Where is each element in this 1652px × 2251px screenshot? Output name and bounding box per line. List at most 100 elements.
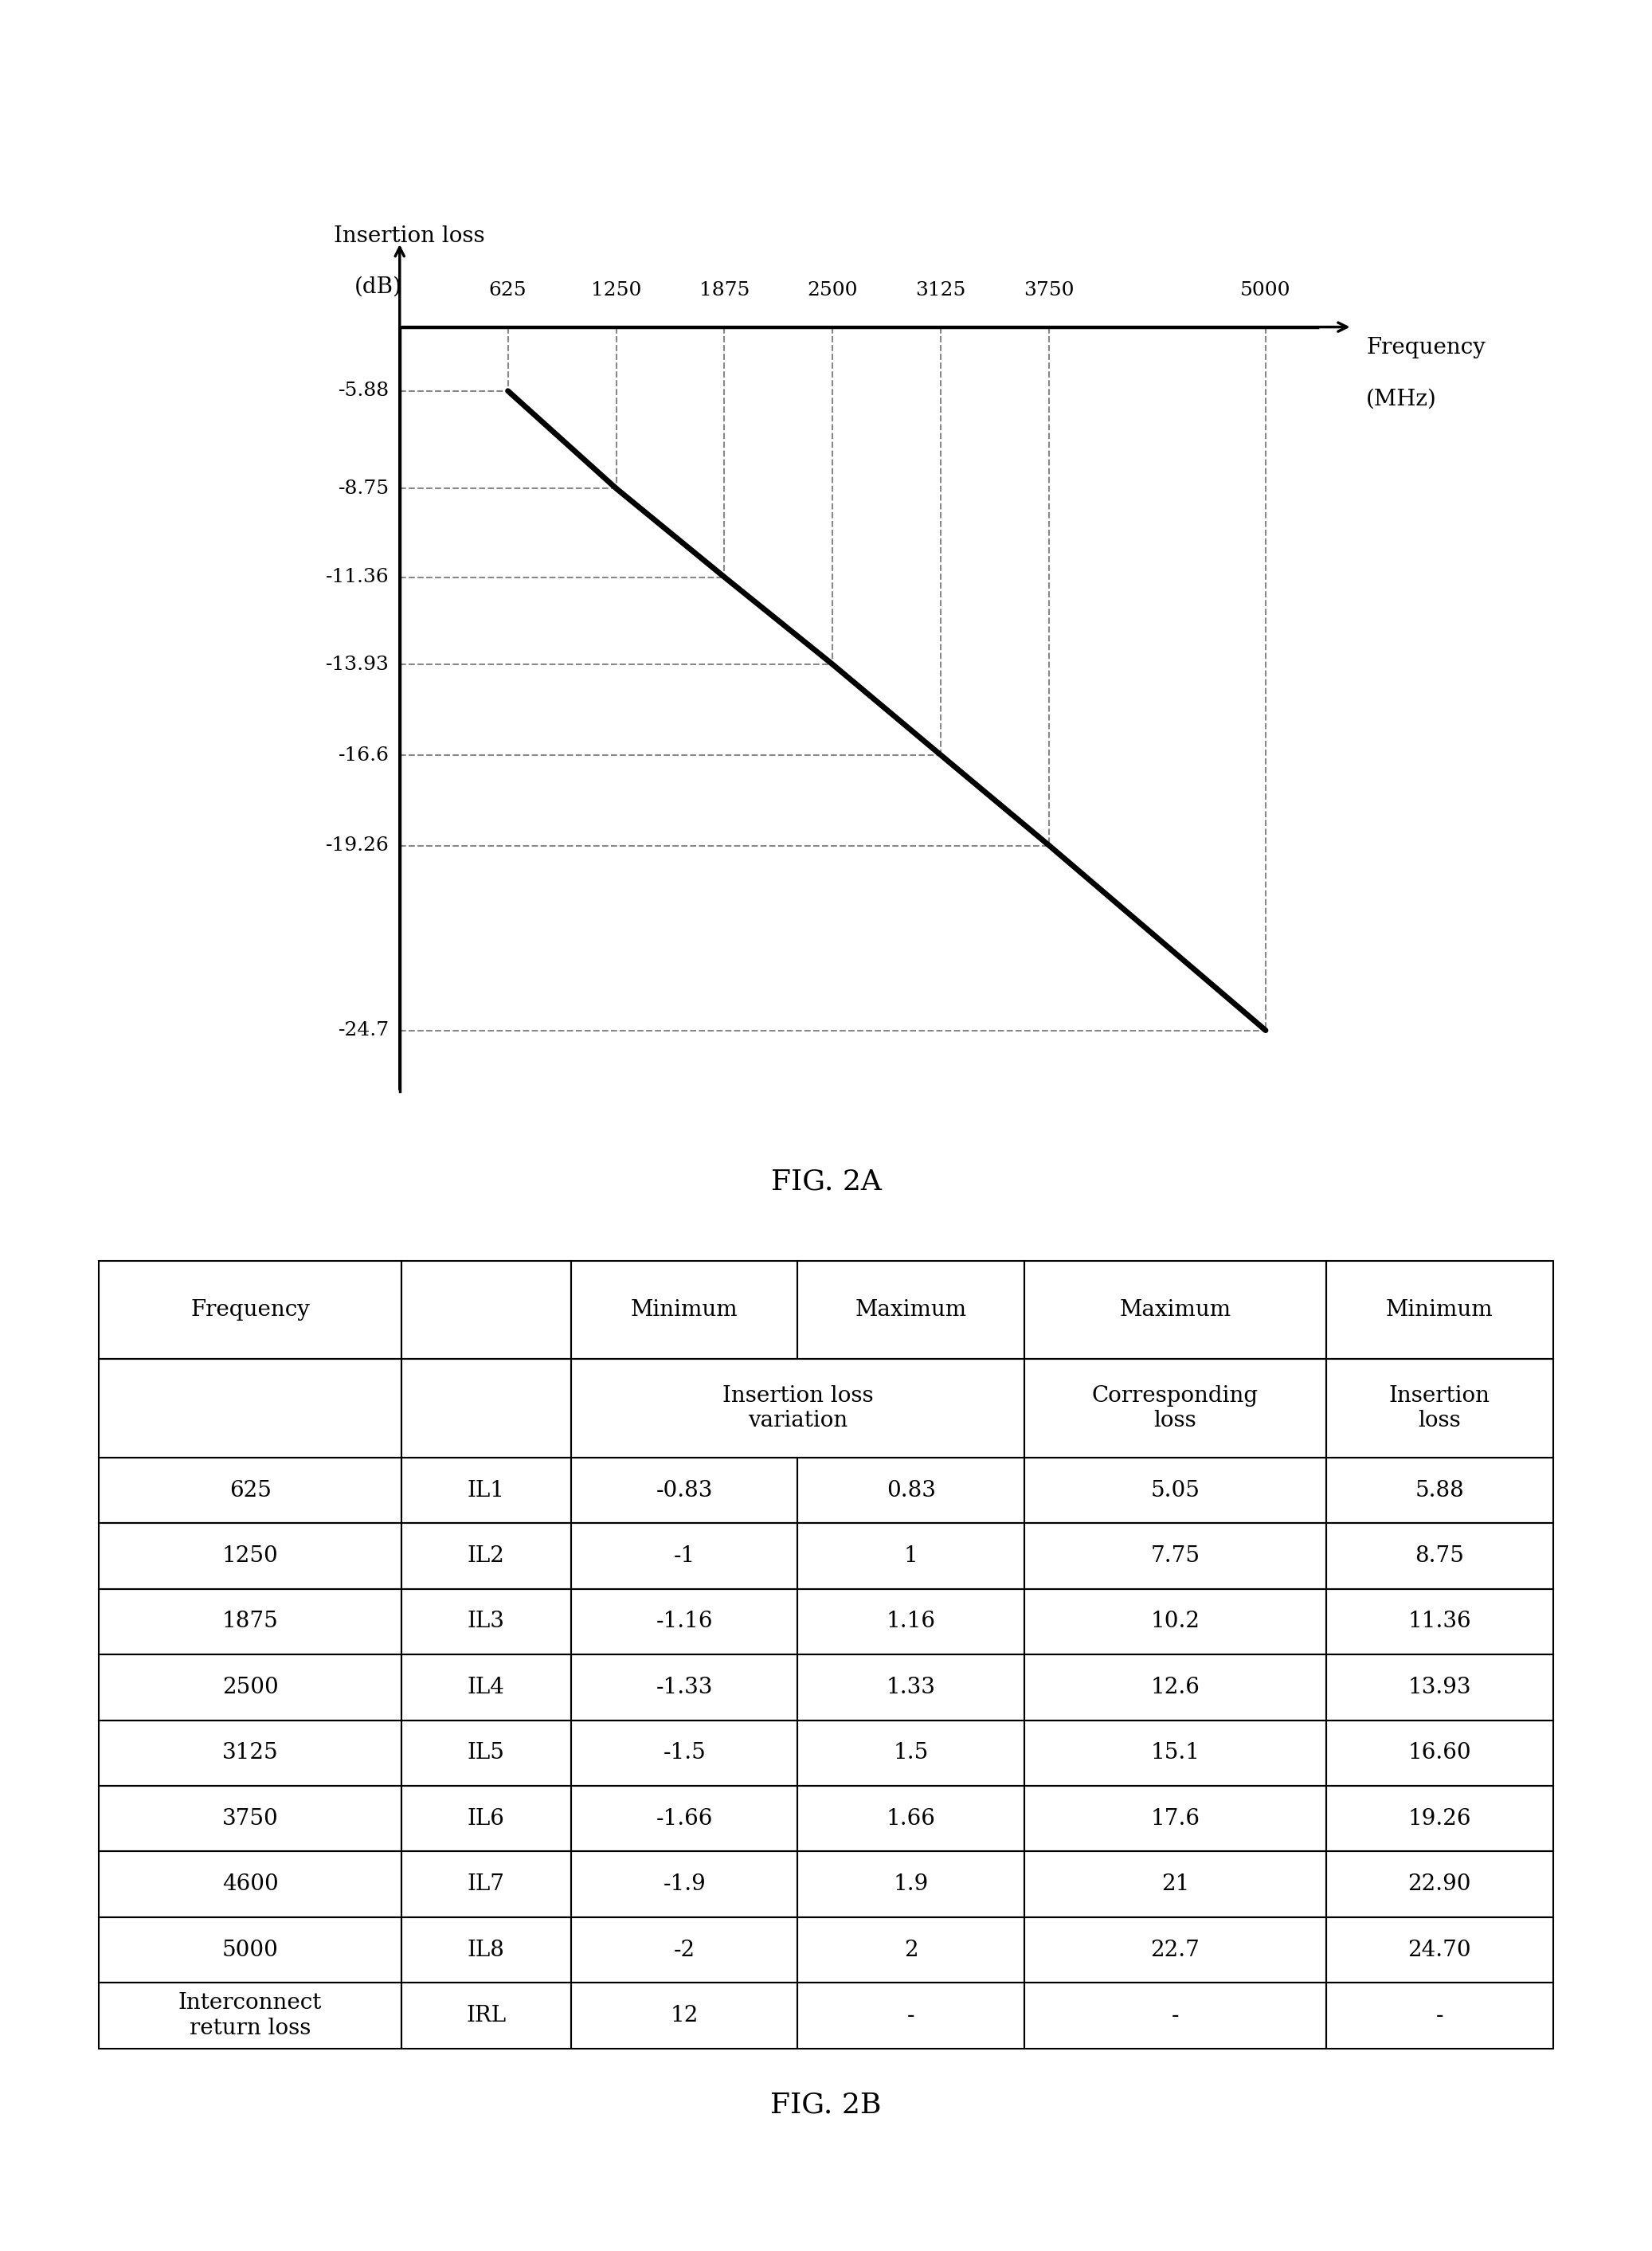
Text: 3125: 3125	[221, 1742, 278, 1765]
Bar	[798, 1261, 1024, 1360]
Bar	[572, 1589, 798, 1654]
Bar	[1327, 1261, 1553, 1360]
Text: -1.16: -1.16	[656, 1612, 714, 1632]
Text: 15.1: 15.1	[1150, 1742, 1199, 1765]
Text: -0.83: -0.83	[656, 1479, 712, 1501]
Bar	[401, 1850, 572, 1918]
Bar	[798, 1983, 1024, 2048]
Text: -1.33: -1.33	[656, 1677, 712, 1697]
Text: -11.36: -11.36	[325, 567, 390, 585]
Bar	[1327, 1360, 1553, 1459]
Bar	[798, 1720, 1024, 1785]
Bar	[99, 1261, 401, 1360]
Text: IL7: IL7	[468, 1873, 506, 1895]
Bar	[99, 1983, 401, 2048]
Bar	[572, 1850, 798, 1918]
Bar	[99, 1850, 401, 1918]
Bar	[401, 1720, 572, 1785]
Text: 625: 625	[489, 281, 527, 299]
Text: Insertion loss: Insertion loss	[334, 225, 486, 248]
Bar	[1327, 1785, 1553, 1850]
Text: 12.6: 12.6	[1151, 1677, 1199, 1697]
Bar	[1327, 1918, 1553, 1983]
Text: 3750: 3750	[221, 1808, 278, 1830]
Text: FIG. 2B: FIG. 2B	[770, 2091, 882, 2118]
Text: 10.2: 10.2	[1150, 1612, 1199, 1632]
Text: -16.6: -16.6	[339, 745, 390, 765]
Bar	[1024, 1589, 1327, 1654]
Bar	[1024, 1785, 1327, 1850]
Text: -2: -2	[674, 1938, 695, 1961]
Text: 5000: 5000	[221, 1938, 279, 1961]
Text: Minimum: Minimum	[1386, 1299, 1493, 1321]
Bar	[798, 1785, 1024, 1850]
Bar	[1327, 1589, 1553, 1654]
Text: 2500: 2500	[808, 281, 857, 299]
Bar	[1024, 1261, 1327, 1360]
Bar	[1024, 1524, 1327, 1589]
Bar	[1327, 1720, 1553, 1785]
Bar	[1024, 1459, 1327, 1524]
Bar	[572, 1459, 798, 1524]
Text: -8.75: -8.75	[339, 479, 390, 497]
Bar	[798, 1918, 1024, 1983]
Bar	[1327, 1459, 1553, 1524]
Text: Maximum: Maximum	[1120, 1299, 1231, 1321]
Text: 13.93: 13.93	[1408, 1677, 1472, 1697]
Text: (dB): (dB)	[355, 277, 403, 297]
Text: 2: 2	[904, 1938, 919, 1961]
Text: IL5: IL5	[468, 1742, 506, 1765]
Text: 1: 1	[904, 1544, 919, 1567]
Text: Maximum: Maximum	[856, 1299, 966, 1321]
Text: 19.26: 19.26	[1408, 1808, 1472, 1830]
Text: 3750: 3750	[1024, 281, 1074, 299]
Text: 11.36: 11.36	[1408, 1612, 1472, 1632]
Bar	[572, 1524, 798, 1589]
Text: 24.70: 24.70	[1408, 1938, 1472, 1961]
Text: 3125: 3125	[915, 281, 966, 299]
Text: Minimum: Minimum	[631, 1299, 738, 1321]
Text: IL4: IL4	[468, 1677, 506, 1697]
Text: 7.75: 7.75	[1150, 1544, 1199, 1567]
Text: 22.7: 22.7	[1151, 1938, 1199, 1961]
Text: 4600: 4600	[221, 1873, 278, 1895]
Text: 22.90: 22.90	[1408, 1873, 1472, 1895]
Bar	[1024, 1654, 1327, 1720]
Text: 1250: 1250	[591, 281, 641, 299]
Bar	[1327, 1654, 1553, 1720]
Text: 2500: 2500	[221, 1677, 278, 1697]
Bar	[99, 1589, 401, 1654]
Bar	[572, 1785, 798, 1850]
Text: IL6: IL6	[468, 1808, 506, 1830]
Bar	[401, 1983, 572, 2048]
Bar	[1024, 1360, 1327, 1459]
Text: -: -	[1171, 2006, 1180, 2026]
Bar	[99, 1654, 401, 1720]
Bar	[99, 1785, 401, 1850]
Text: 0.83: 0.83	[887, 1479, 935, 1501]
Bar	[572, 1654, 798, 1720]
Text: Insertion
loss: Insertion loss	[1389, 1384, 1490, 1432]
Bar	[572, 1918, 798, 1983]
Bar	[572, 1720, 798, 1785]
Bar	[99, 1459, 401, 1524]
Text: 16.60: 16.60	[1408, 1742, 1472, 1765]
Text: -: -	[907, 2006, 915, 2026]
Bar	[1327, 1983, 1553, 2048]
Bar	[401, 1459, 572, 1524]
Bar	[401, 1524, 572, 1589]
Text: 5000: 5000	[1241, 281, 1290, 299]
Bar	[798, 1459, 1024, 1524]
Bar	[798, 1654, 1024, 1720]
Bar	[1327, 1524, 1553, 1589]
Bar	[798, 1589, 1024, 1654]
Text: 1.5: 1.5	[894, 1742, 928, 1765]
Text: IRL: IRL	[466, 2006, 506, 2026]
Text: 1.33: 1.33	[887, 1677, 935, 1697]
Text: -1: -1	[674, 1544, 695, 1567]
Text: -5.88: -5.88	[339, 383, 390, 401]
Bar	[99, 1720, 401, 1785]
Text: 5.88: 5.88	[1416, 1479, 1464, 1501]
Bar	[99, 1918, 401, 1983]
Text: 17.6: 17.6	[1150, 1808, 1199, 1830]
